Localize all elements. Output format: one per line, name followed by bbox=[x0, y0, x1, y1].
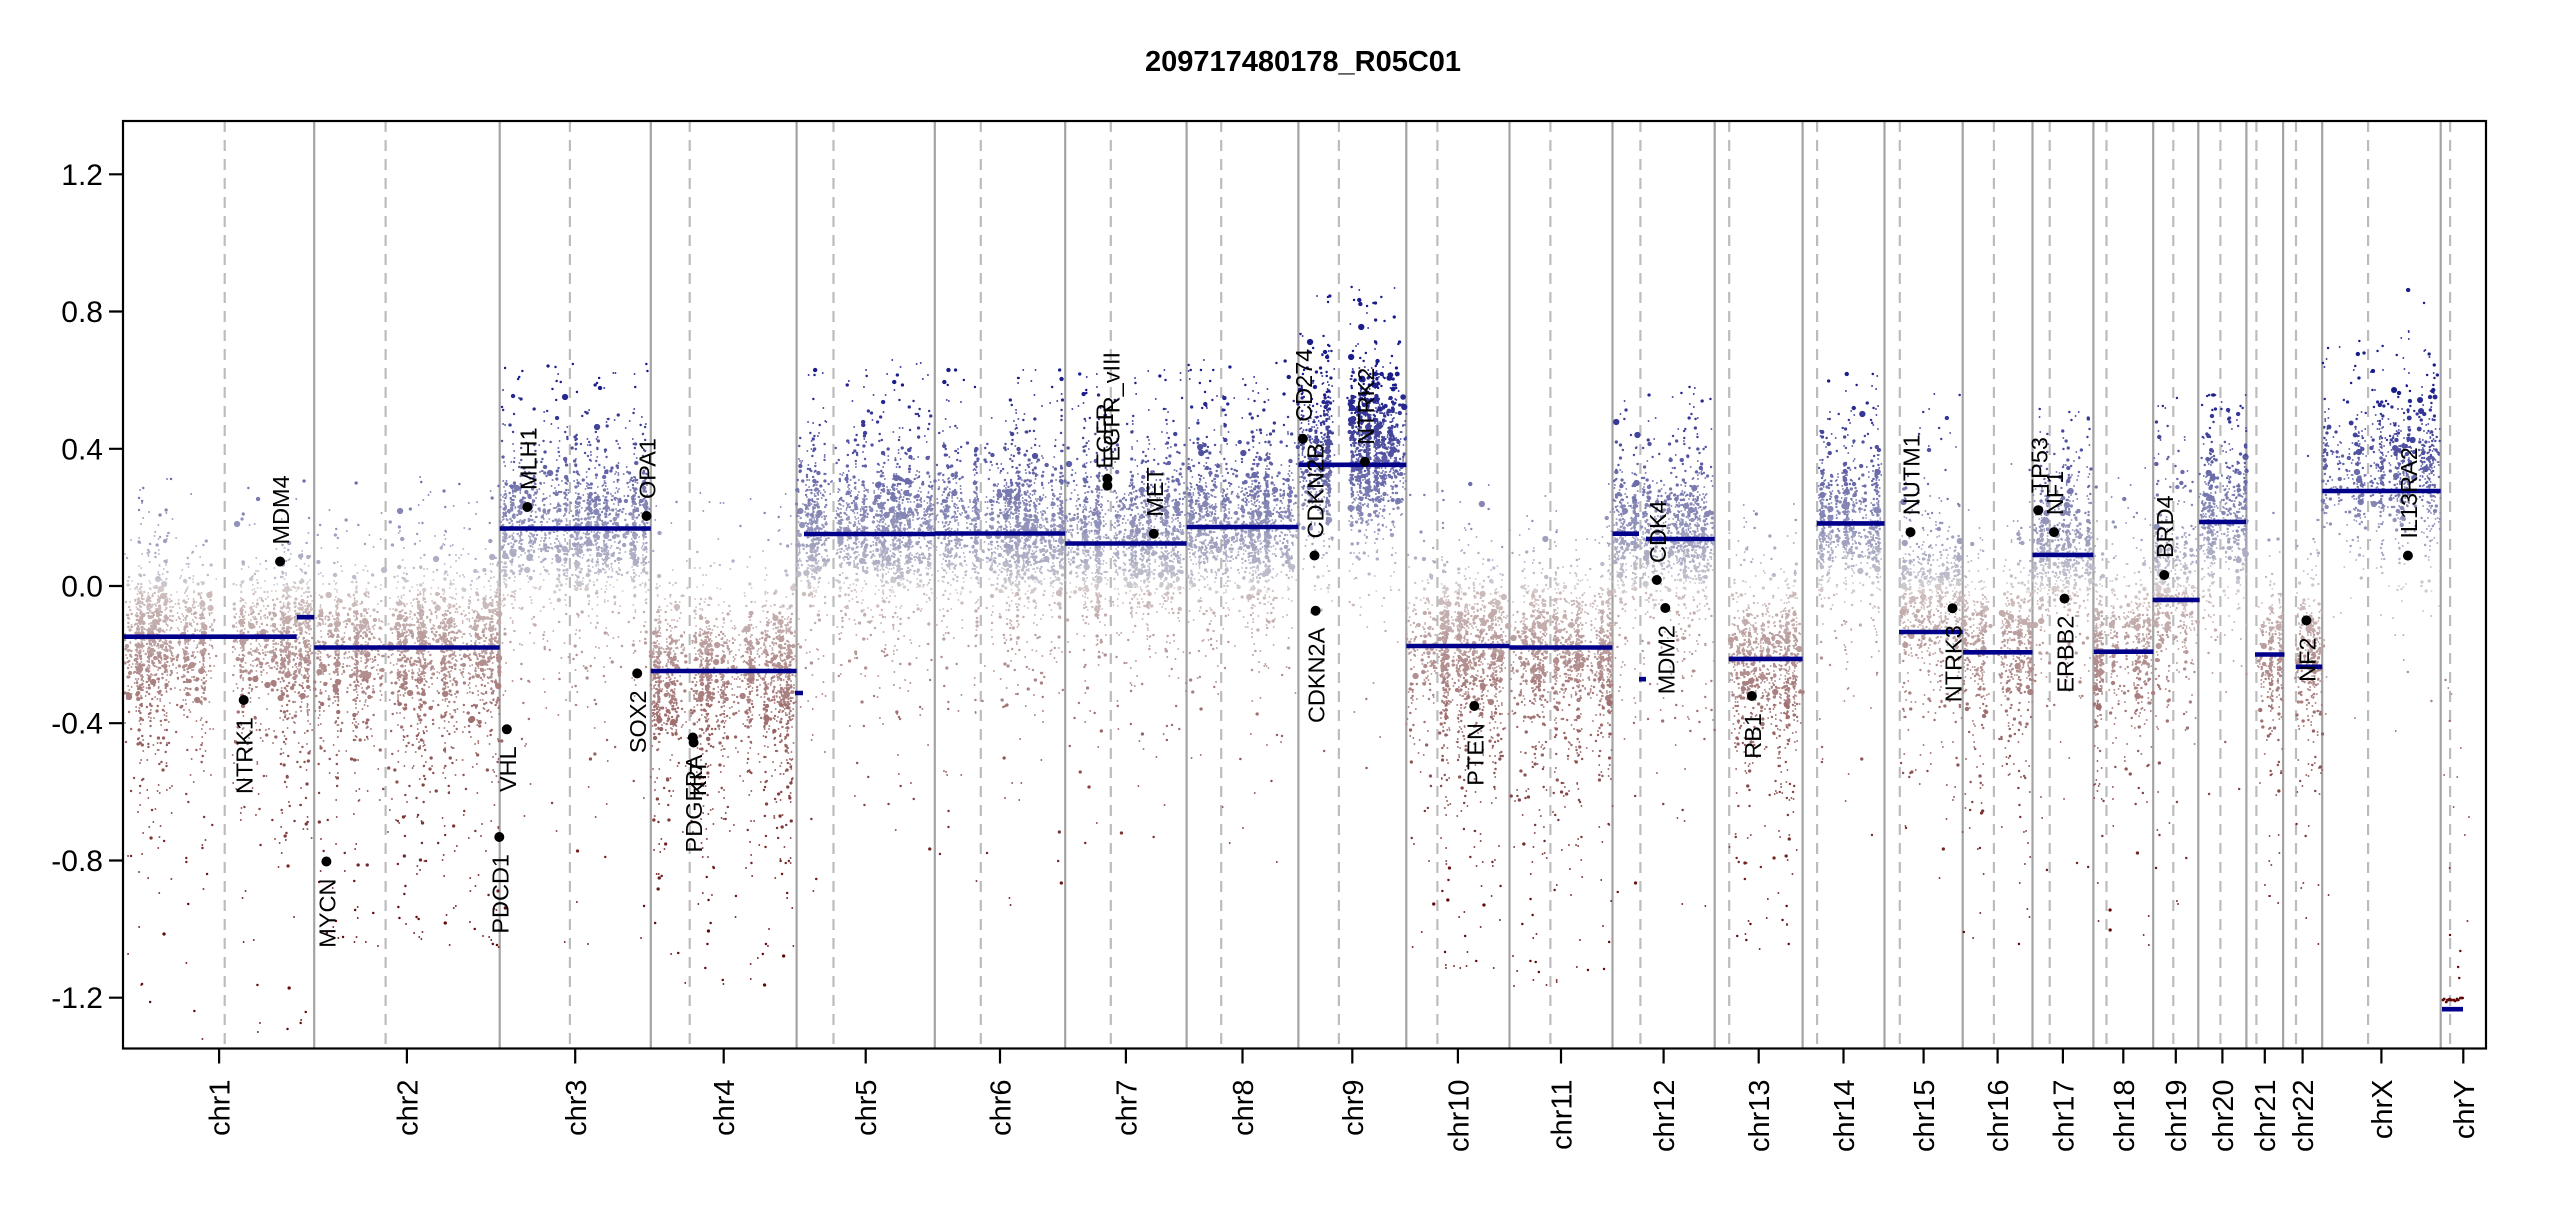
svg-text:chr12: chr12 bbox=[1649, 1080, 1681, 1153]
svg-text:NF2: NF2 bbox=[2294, 637, 2320, 681]
svg-text:-0.8: -0.8 bbox=[51, 845, 103, 878]
svg-text:EGFR: EGFR bbox=[1092, 403, 1118, 468]
svg-text:NTRK2: NTRK2 bbox=[1353, 368, 1379, 445]
svg-text:chr4: chr4 bbox=[709, 1080, 741, 1136]
svg-text:chr3: chr3 bbox=[561, 1080, 593, 1136]
svg-text:NTRK3: NTRK3 bbox=[1941, 625, 1967, 702]
svg-text:TP53: TP53 bbox=[2026, 437, 2052, 493]
svg-text:chrY: chrY bbox=[2449, 1080, 2481, 1140]
svg-text:BRD4: BRD4 bbox=[2152, 495, 2178, 558]
svg-text:CDK4: CDK4 bbox=[1645, 500, 1671, 563]
svg-text:-1.2: -1.2 bbox=[51, 982, 103, 1015]
svg-text:chr2: chr2 bbox=[392, 1080, 424, 1136]
svg-text:CD274: CD274 bbox=[1291, 349, 1317, 422]
svg-text:VHL: VHL bbox=[495, 746, 521, 792]
svg-text:EGFR_vIII: EGFR_vIII bbox=[1099, 352, 1125, 462]
svg-text:0.0: 0.0 bbox=[61, 571, 103, 604]
svg-text:MDM4: MDM4 bbox=[268, 475, 294, 544]
svg-text:chr16: chr16 bbox=[1983, 1080, 2015, 1153]
svg-text:MET: MET bbox=[1142, 467, 1168, 517]
svg-text:chr10: chr10 bbox=[1443, 1080, 1475, 1153]
svg-text:NUTM1: NUTM1 bbox=[1899, 434, 1925, 515]
svg-text:chr9: chr9 bbox=[1338, 1080, 1370, 1136]
svg-text:IL13RA2: IL13RA2 bbox=[2396, 447, 2422, 538]
svg-text:SOX2: SOX2 bbox=[625, 690, 651, 753]
svg-text:RB1: RB1 bbox=[1740, 713, 1766, 759]
svg-text:chr14: chr14 bbox=[1829, 1080, 1861, 1153]
svg-text:ERBB2: ERBB2 bbox=[2053, 616, 2079, 693]
svg-text:chr11: chr11 bbox=[1547, 1080, 1579, 1150]
svg-text:chr21: chr21 bbox=[2250, 1080, 2282, 1153]
svg-text:chr22: chr22 bbox=[2288, 1080, 2320, 1153]
svg-text:chr18: chr18 bbox=[2109, 1080, 2141, 1153]
svg-text:0.8: 0.8 bbox=[61, 296, 103, 329]
svg-text:-0.4: -0.4 bbox=[51, 708, 103, 741]
svg-text:209717480178_R05C01: 209717480178_R05C01 bbox=[1145, 46, 1461, 78]
svg-text:CDKN2B: CDKN2B bbox=[1303, 443, 1329, 538]
svg-text:PDGFRA: PDGFRA bbox=[681, 754, 707, 852]
svg-text:chr5: chr5 bbox=[851, 1080, 883, 1136]
svg-text:MDM2: MDM2 bbox=[1653, 625, 1679, 694]
svg-text:chr1: chr1 bbox=[205, 1080, 237, 1136]
svg-text:NTRK1: NTRK1 bbox=[232, 717, 258, 794]
svg-text:OPA1: OPA1 bbox=[635, 438, 661, 499]
svg-text:0.4: 0.4 bbox=[61, 433, 103, 466]
svg-text:chr20: chr20 bbox=[2208, 1080, 2240, 1153]
svg-text:chr6: chr6 bbox=[986, 1080, 1018, 1136]
svg-text:MLH1: MLH1 bbox=[515, 427, 541, 490]
svg-text:chr19: chr19 bbox=[2161, 1080, 2193, 1153]
svg-text:chr17: chr17 bbox=[2048, 1080, 2080, 1153]
svg-text:chr8: chr8 bbox=[1228, 1080, 1260, 1136]
svg-text:PDCD1: PDCD1 bbox=[487, 854, 513, 934]
svg-text:MYCN: MYCN bbox=[314, 879, 340, 948]
svg-text:chrX: chrX bbox=[2367, 1080, 2399, 1140]
svg-text:1.2: 1.2 bbox=[61, 159, 103, 192]
svg-text:CDKN2A: CDKN2A bbox=[1304, 627, 1330, 723]
svg-text:NF1: NF1 bbox=[2042, 471, 2068, 515]
svg-text:chr7: chr7 bbox=[1111, 1080, 1143, 1136]
svg-text:KIT: KIT bbox=[685, 760, 711, 797]
svg-text:PTEN: PTEN bbox=[1462, 723, 1488, 786]
svg-text:chr15: chr15 bbox=[1909, 1080, 1941, 1153]
svg-text:chr13: chr13 bbox=[1744, 1080, 1776, 1153]
